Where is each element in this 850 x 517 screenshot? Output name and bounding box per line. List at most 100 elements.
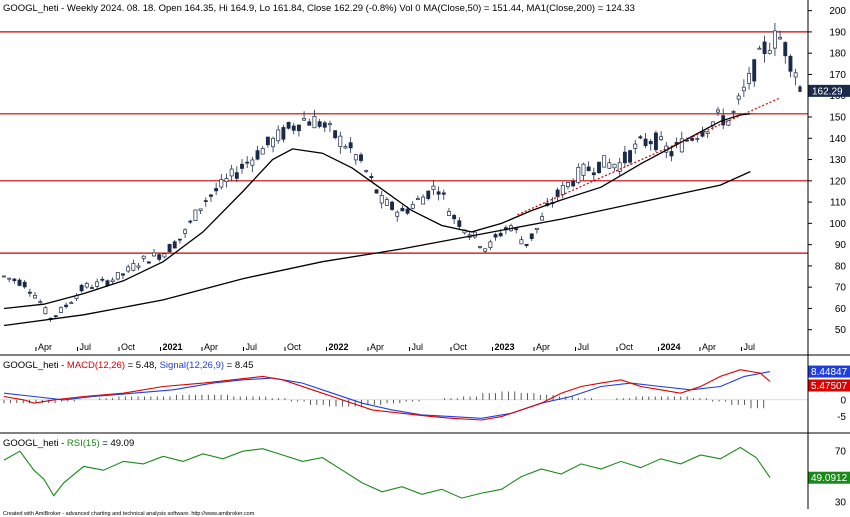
candle-body	[659, 136, 664, 140]
candle-body	[7, 277, 12, 280]
candle-body	[322, 122, 327, 128]
candle-body	[633, 143, 638, 149]
candle-body	[296, 124, 301, 132]
candle-body	[690, 138, 695, 141]
candle-body	[436, 191, 441, 195]
price-y-label: 80	[835, 261, 847, 272]
macd-value: = 5.48,	[125, 360, 160, 371]
candle-body	[291, 125, 296, 131]
candle-body	[457, 220, 462, 227]
candle-body	[2, 275, 6, 278]
candle-body	[255, 150, 260, 160]
price-y-label: 70	[835, 283, 847, 294]
ma50-line	[3, 113, 751, 310]
price-y-label: 110	[830, 198, 846, 209]
price-y-label: 120	[829, 176, 846, 187]
candle-body	[669, 151, 674, 157]
signal-line	[3, 371, 771, 419]
footer-text: Created with AmiBroker - advanced charti…	[3, 511, 255, 517]
x-tick-label: Apr	[702, 342, 716, 352]
x-tick-label: Apr	[536, 342, 550, 352]
x-tick-label: Oct	[453, 342, 468, 352]
candle-body	[772, 30, 777, 49]
x-tick-label: Apr	[38, 342, 52, 352]
candle-body	[452, 215, 457, 220]
candle-body	[379, 195, 384, 204]
candle-body	[53, 315, 58, 317]
candle-body	[643, 138, 648, 147]
candle-body	[177, 238, 182, 241]
macd-y-label: -5	[837, 412, 846, 423]
candle-body	[384, 199, 389, 206]
candle-body	[483, 248, 488, 252]
candle-body	[524, 243, 529, 246]
candle-body	[84, 283, 89, 288]
x-tick-label: 2021	[163, 342, 183, 352]
macd-badge-label: 5.47507	[811, 381, 848, 392]
candle-body	[276, 129, 281, 142]
candle-body	[69, 302, 74, 304]
candle-body	[152, 252, 156, 257]
candle-body	[95, 281, 100, 287]
candle-body	[488, 241, 493, 248]
x-tick-label: Apr	[370, 342, 384, 352]
candle-body	[741, 86, 746, 92]
rsi-layer	[3, 446, 771, 499]
signal-badge-label: 8.44847	[811, 367, 848, 378]
candle-body	[757, 47, 762, 50]
candle-body	[22, 281, 27, 288]
rsi-header: GOOGL_heti - RSI(15) = 49.09	[3, 438, 134, 449]
candle-body	[131, 263, 136, 271]
candle-body	[410, 204, 415, 209]
x-tick-label: Jul	[412, 342, 424, 352]
price-y-label: 190	[829, 27, 846, 38]
candle-body	[612, 163, 617, 169]
candle-body	[100, 278, 105, 281]
candle-body	[302, 117, 307, 121]
x-tick-label: Apr	[204, 342, 218, 352]
macd-pane	[0, 355, 808, 433]
x-tick-label: Jul	[744, 342, 756, 352]
rsi-line	[3, 446, 771, 499]
candle-body	[183, 229, 188, 234]
candle-body	[415, 198, 420, 200]
candle-body	[281, 127, 286, 140]
macd-label: MACD(12,26)	[67, 360, 125, 371]
candle-body	[762, 41, 767, 55]
price-y-label: 180	[829, 49, 846, 60]
price-layer	[0, 22, 808, 327]
rsi-label: RSI(15)	[67, 438, 100, 449]
candle-body	[286, 121, 291, 129]
candle-body	[209, 194, 213, 197]
candle-body	[141, 255, 146, 259]
rsi-badge-label: 49.0912	[811, 473, 848, 484]
candle-body	[716, 109, 720, 113]
candle-body	[540, 216, 545, 221]
last-price-label: 162.29	[812, 86, 843, 97]
candle-body	[33, 294, 37, 299]
candle-body	[224, 178, 229, 183]
candle-body	[328, 123, 332, 126]
candle-body	[648, 140, 653, 145]
axis-layer: 5060708090100110120130140150160170180190…	[35, 6, 850, 508]
x-tick-label: Oct	[121, 342, 136, 352]
candle-body	[431, 185, 436, 190]
candle-body	[529, 233, 534, 239]
candle-body	[79, 284, 84, 292]
x-tick-label: Jul	[80, 342, 92, 352]
candle-body	[607, 162, 612, 169]
price-y-label: 140	[829, 134, 846, 145]
rsi-badge	[808, 471, 850, 484]
candle-body	[395, 211, 400, 217]
candle-body	[333, 130, 338, 139]
candle-body	[581, 163, 586, 176]
rsi-pane	[0, 433, 808, 509]
candle-body	[617, 162, 622, 172]
candle-body	[214, 188, 219, 192]
candle-body	[783, 42, 788, 57]
candle-body	[229, 168, 234, 177]
signal-label: Signal(12,26,9)	[160, 360, 224, 371]
rsi-value: = 49.09	[100, 438, 135, 449]
candle-body	[571, 181, 576, 187]
